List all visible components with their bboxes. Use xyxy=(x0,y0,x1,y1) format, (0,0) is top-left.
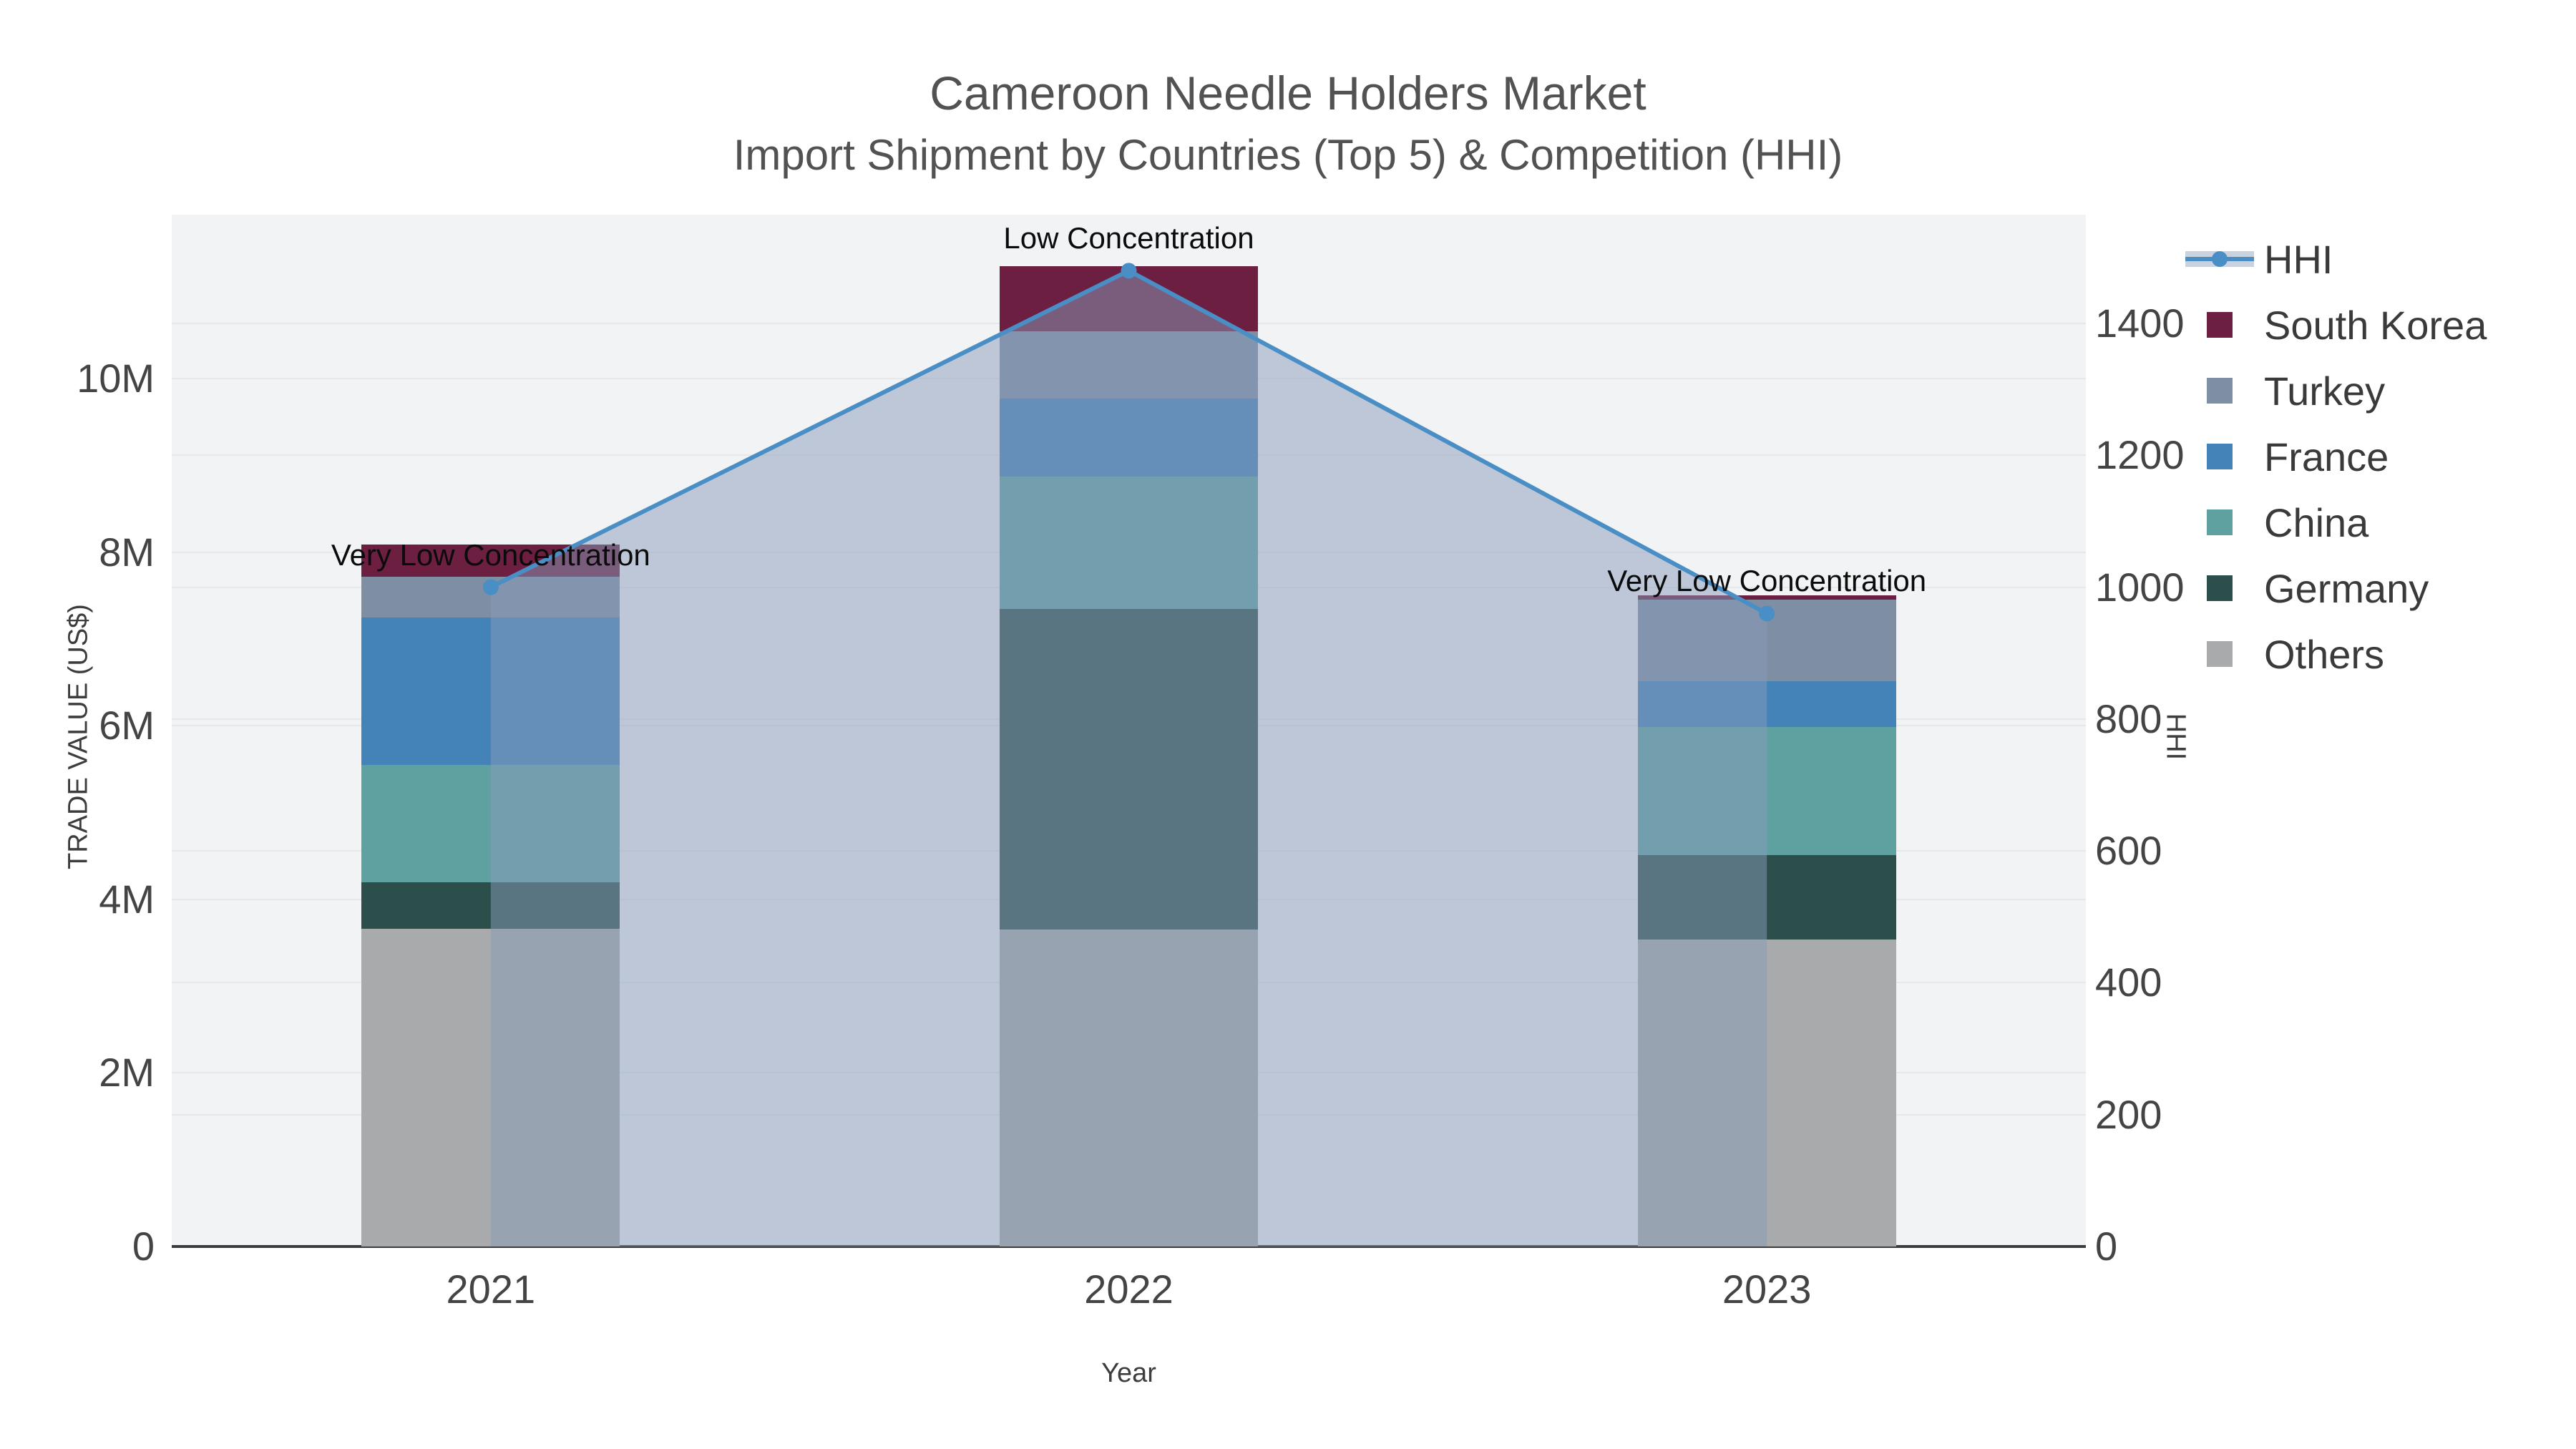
legend-label-germany: Germany xyxy=(2264,565,2429,611)
y-right-tick-1200: 1200 xyxy=(2095,432,2185,478)
x-tick-2021: 2021 xyxy=(446,1267,536,1312)
x-tick-2023: 2023 xyxy=(1722,1267,1812,1312)
legend-item-france[interactable]: France xyxy=(2185,424,2576,489)
x-tick-2022: 2022 xyxy=(1084,1267,1174,1312)
legend-item-germany[interactable]: Germany xyxy=(2185,555,2576,621)
others-swatch xyxy=(2207,641,2233,667)
y-right-tick-200: 200 xyxy=(2095,1091,2162,1137)
bar-2023-south-korea xyxy=(1637,595,1896,600)
legend-item-others[interactable]: Others xyxy=(2185,621,2576,687)
x-axis-title: Year xyxy=(1101,1358,1156,1388)
france-legend-icon xyxy=(2185,442,2254,471)
legend-item-china[interactable]: China xyxy=(2185,489,2576,555)
hhi-marker-2022 xyxy=(1121,263,1137,279)
legend-label-others: Others xyxy=(2264,631,2385,677)
y-right-tick-1400: 1400 xyxy=(2095,301,2185,346)
legend-item-turkey[interactable]: Turkey xyxy=(2185,358,2576,424)
y-left-tick-0: 0 xyxy=(132,1224,155,1269)
y-right-tick-0: 0 xyxy=(2095,1224,2118,1269)
chart-title: Cameroon Needle Holders Market xyxy=(930,67,1646,119)
legend-item-south-korea[interactable]: South Korea xyxy=(2185,292,2576,358)
hhi-marker-2021 xyxy=(482,579,499,595)
china-swatch xyxy=(2207,509,2233,535)
turkey-swatch xyxy=(2207,378,2233,404)
south-korea-swatch xyxy=(2207,312,2233,338)
y-right-tick-800: 800 xyxy=(2095,696,2162,741)
chart-subtitle: Import Shipment by Countries (Top 5) & C… xyxy=(733,131,1843,179)
legend-label-hhi: HHI xyxy=(2264,236,2333,282)
turkey-legend-icon xyxy=(2185,376,2254,405)
south-korea-legend-icon xyxy=(2185,311,2254,339)
y-right-tick-1000: 1000 xyxy=(2095,564,2185,610)
y-left-tick-10M: 10M xyxy=(77,356,155,401)
annotation-2023: Very Low Concentration xyxy=(1607,564,1927,598)
legend-item-hhi[interactable]: HHI xyxy=(2185,226,2576,292)
annotation-2021: Very Low Concentration xyxy=(331,537,650,572)
y-left-tick-4M: 4M xyxy=(99,876,155,922)
hhi-area-fill xyxy=(490,270,1767,1247)
china-legend-icon xyxy=(2185,508,2254,537)
others-legend-icon xyxy=(2185,640,2254,668)
annotation-2022: Low Concentration xyxy=(1003,221,1254,255)
france-swatch xyxy=(2207,444,2233,469)
legend-label-south-korea: South Korea xyxy=(2264,302,2487,348)
legend-label-china: China xyxy=(2264,499,2369,545)
legend-label-turkey: Turkey xyxy=(2264,368,2386,414)
y-left-tick-2M: 2M xyxy=(99,1050,155,1096)
y-left-tick-8M: 8M xyxy=(99,529,155,575)
hhi-marker-2023 xyxy=(1759,605,1775,622)
hhi-legend-icon xyxy=(2185,245,2254,273)
germany-legend-icon xyxy=(2185,574,2254,602)
y-left-tick-6M: 6M xyxy=(99,703,155,748)
hhi-marker-sample xyxy=(2212,251,2228,267)
y-right-tick-400: 400 xyxy=(2095,960,2162,1005)
y-right-tick-600: 600 xyxy=(2095,828,2162,874)
germany-swatch xyxy=(2207,575,2233,601)
legend-label-france: France xyxy=(2264,434,2389,479)
legend: HHI South Korea Turkey France China Germany Ot… xyxy=(2185,226,2576,687)
